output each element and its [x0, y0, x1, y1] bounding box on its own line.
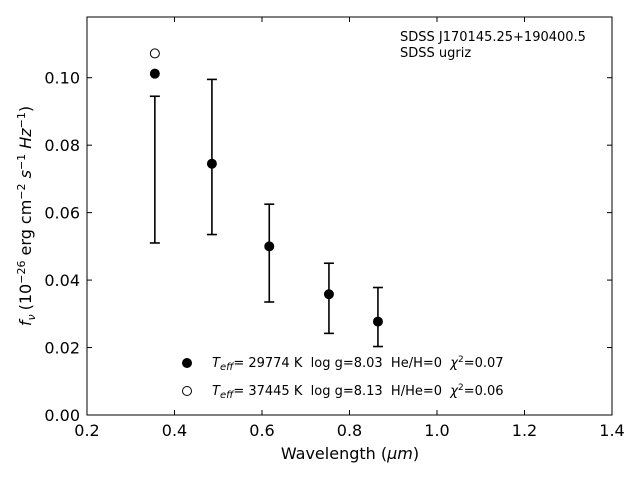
model-point-filled — [264, 241, 275, 252]
annotation-line-1: SDSS J170145.25+190400.5 — [400, 30, 586, 45]
y-title-nu: ν — [25, 314, 38, 320]
x-tick-label: 1.4 — [599, 421, 624, 440]
y-tick-label: 0.10 — [44, 69, 80, 88]
data-points — [149, 48, 383, 327]
legend-2-chi: χ — [449, 384, 459, 399]
legend-2-chirest: =0.06 — [464, 384, 504, 399]
y-tick-label: 0.02 — [44, 339, 80, 358]
legend-1-tsub: eff — [220, 362, 235, 373]
x-axis-title-unit: μm — [386, 444, 413, 463]
x-tick-label: 1.2 — [512, 421, 537, 440]
model-point-open — [149, 48, 160, 59]
y-title-exp2: −2 — [15, 183, 28, 199]
x-axis-title: Wavelength (μm) — [281, 444, 419, 463]
y-title-s: s — [16, 170, 35, 183]
legend-2-tsub: eff — [220, 390, 235, 401]
legend-1-t: T — [212, 356, 221, 371]
x-tick-label: 0.8 — [337, 421, 362, 440]
x-axis-title-close: ) — [413, 444, 419, 463]
x-axis-title-main: Wavelength ( — [281, 444, 387, 463]
legend-1-chi: χ — [449, 356, 459, 371]
legend-2-rest: = 37445 K log g=8.13 H/He=0 — [233, 384, 450, 399]
legend-1-rest: = 29774 K log g=8.03 He/H=0 — [233, 356, 450, 371]
legend-entry-1: Teff= 29774 K log g=8.03 He/H=0 χ2=0.07 — [212, 355, 504, 373]
y-axis-title: fν(10−26 erg cm−2 s−1 Hz−1) — [15, 106, 38, 326]
y-title-exp4: −1 — [15, 112, 28, 128]
legend-2-chisup: 2 — [458, 383, 464, 393]
y-tick-label: 0.08 — [44, 136, 80, 155]
x-tick-label: 0.2 — [74, 421, 99, 440]
model-point-filled — [372, 316, 383, 327]
y-title-exp1: −26 — [15, 261, 28, 284]
x-tick-label: 0.4 — [162, 421, 187, 440]
x-tick-label: 0.6 — [249, 421, 274, 440]
model-point-filled — [323, 289, 334, 300]
legend-1-chisup: 2 — [458, 355, 464, 365]
legend-1-chirest: =0.07 — [464, 356, 504, 371]
axis-ticks: 0.2 0.4 0.6 0.8 1.0 1.2 1.4 0.00 0.02 0.04 0.06 0.0… — [44, 17, 625, 440]
y-tick-label: 0.00 — [44, 406, 80, 425]
y-title-f: f — [16, 318, 35, 326]
y-title-hz: Hz — [16, 128, 35, 154]
legend-2-t: T — [212, 384, 221, 399]
legend-entry-2: Teff= 37445 K log g=8.13 H/He=0 χ2=0.06 — [212, 383, 504, 401]
error-bars — [149, 78, 383, 348]
y-tick-label: 0.06 — [44, 204, 80, 223]
y-title-exp3: −1 — [15, 154, 28, 170]
y-title-erg: erg cm — [16, 200, 35, 261]
legend-marker-filled — [182, 358, 192, 368]
model-point-filled — [206, 158, 217, 169]
x-tick-label: 1.0 — [424, 421, 449, 440]
y-title-close: ) — [16, 106, 35, 112]
y-tick-label: 0.04 — [44, 271, 80, 290]
annotation-line-2: SDSS ugriz — [400, 46, 471, 61]
legend-marker-open — [182, 386, 192, 396]
y-title-open: (10 — [16, 284, 35, 311]
model-point-filled — [149, 68, 160, 79]
legend: Teff= 29774 K log g=8.03 He/H=0 χ2=0.07 … — [182, 355, 504, 401]
